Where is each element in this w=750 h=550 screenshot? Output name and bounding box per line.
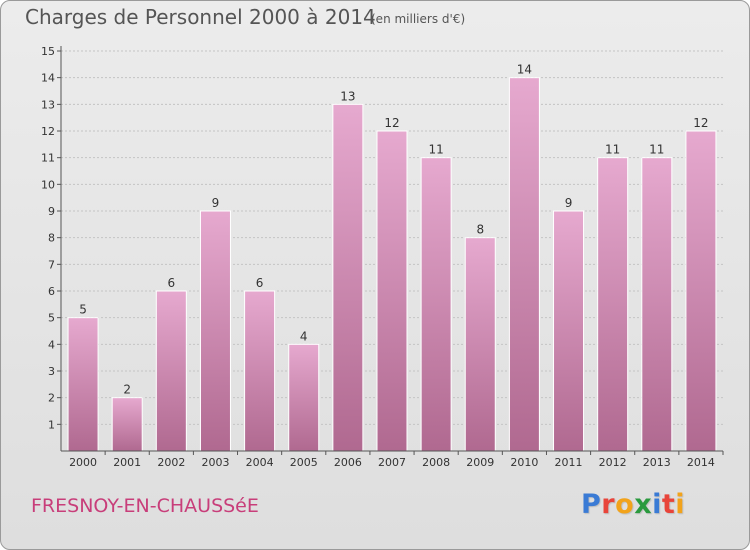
bar-2012 — [597, 157, 629, 452]
data-label-2005: 4 — [300, 329, 308, 343]
logo-letter: i — [675, 489, 686, 520]
data-label-2014: 12 — [693, 116, 708, 130]
x-tick-label-2002: 2002 — [157, 456, 185, 469]
y-tick-label: 6 — [48, 285, 55, 298]
bar-2006 — [332, 103, 364, 452]
y-tick-label: 1 — [48, 418, 55, 431]
bar-data-labels: 5 2 6 9 6 4 13 12 11 8 14 9 11 11 12 — [79, 63, 708, 397]
chart-subtitle: (en milliers d'€) — [371, 12, 466, 26]
bar-2002 — [155, 290, 187, 452]
data-label-2002: 6 — [168, 276, 176, 290]
y-tick-label: 2 — [48, 392, 55, 405]
x-tick-label-2007: 2007 — [378, 456, 406, 469]
bar-2001 — [111, 397, 143, 452]
y-tick-label: 4 — [48, 338, 55, 351]
y-tick-label: 9 — [48, 205, 55, 218]
x-tick-label-2004: 2004 — [246, 456, 274, 469]
data-label-2001: 2 — [123, 383, 131, 397]
chart-title: Charges de Personnel 2000 à 2014 — [25, 5, 376, 29]
bar-2011 — [553, 210, 585, 452]
data-label-2011: 9 — [565, 196, 573, 210]
logo-letter: t — [661, 489, 676, 520]
x-tick-label-2011: 2011 — [555, 456, 583, 469]
bar-2010 — [508, 77, 540, 452]
axes — [57, 46, 724, 455]
commune-name: FRESNOY-EN-CHAUSSéE — [31, 495, 259, 517]
logo-letter: o — [615, 489, 635, 520]
data-label-2010: 14 — [517, 63, 532, 77]
proxiti-logo[interactable]: Proxiti — [581, 489, 685, 520]
x-tick-label-2001: 2001 — [113, 456, 141, 469]
data-label-2004: 6 — [256, 276, 264, 290]
y-tick-label: 10 — [41, 178, 55, 191]
data-label-2007: 12 — [384, 116, 399, 130]
data-label-2006: 13 — [340, 89, 355, 103]
x-tick-label-2009: 2009 — [466, 456, 494, 469]
bar-2003 — [199, 210, 231, 452]
x-tick-label-2008: 2008 — [422, 456, 450, 469]
bar-2000 — [67, 317, 99, 452]
x-tick-label-2005: 2005 — [290, 456, 318, 469]
y-tick-label: 12 — [41, 125, 55, 138]
data-label-2009: 8 — [476, 223, 484, 237]
x-tick-label-2014: 2014 — [687, 456, 715, 469]
y-tick-label: 7 — [48, 258, 55, 271]
y-tick-label: 14 — [41, 72, 55, 85]
bar-2014 — [685, 130, 717, 452]
x-axis-tick-labels: 2000 2001 2002 2003 2004 2005 2006 2007 2008 2009… — [69, 456, 715, 469]
x-tick-label-2010: 2010 — [510, 456, 538, 469]
data-label-2012: 11 — [605, 143, 620, 157]
logo-letter: P — [581, 489, 602, 520]
bar-2005 — [288, 343, 320, 452]
bar-2008 — [420, 157, 452, 452]
bar-2004 — [244, 290, 276, 452]
y-tick-label: 8 — [48, 232, 55, 245]
x-tick-label-2006: 2006 — [334, 456, 362, 469]
data-label-2003: 9 — [212, 196, 220, 210]
y-tick-label: 11 — [41, 152, 55, 165]
bar-2013 — [641, 157, 673, 452]
data-label-2008: 11 — [428, 143, 443, 157]
y-tick-label: 5 — [48, 312, 55, 325]
logo-letter: r — [601, 489, 616, 520]
data-label-2000: 5 — [79, 303, 87, 317]
bar-2009 — [464, 237, 496, 452]
x-tick-label-2013: 2013 — [643, 456, 671, 469]
x-tick-label-2012: 2012 — [599, 456, 627, 469]
bar-2007 — [376, 130, 408, 452]
x-tick-label-2003: 2003 — [201, 456, 229, 469]
x-tick-label-2000: 2000 — [69, 456, 97, 469]
y-tick-label: 3 — [48, 365, 55, 378]
bars — [67, 77, 717, 452]
y-tick-label: 15 — [41, 45, 55, 58]
y-tick-label: 13 — [41, 98, 55, 111]
logo-letter: x — [634, 489, 653, 520]
data-label-2013: 11 — [649, 143, 664, 157]
logo-letter: i — [652, 489, 662, 520]
